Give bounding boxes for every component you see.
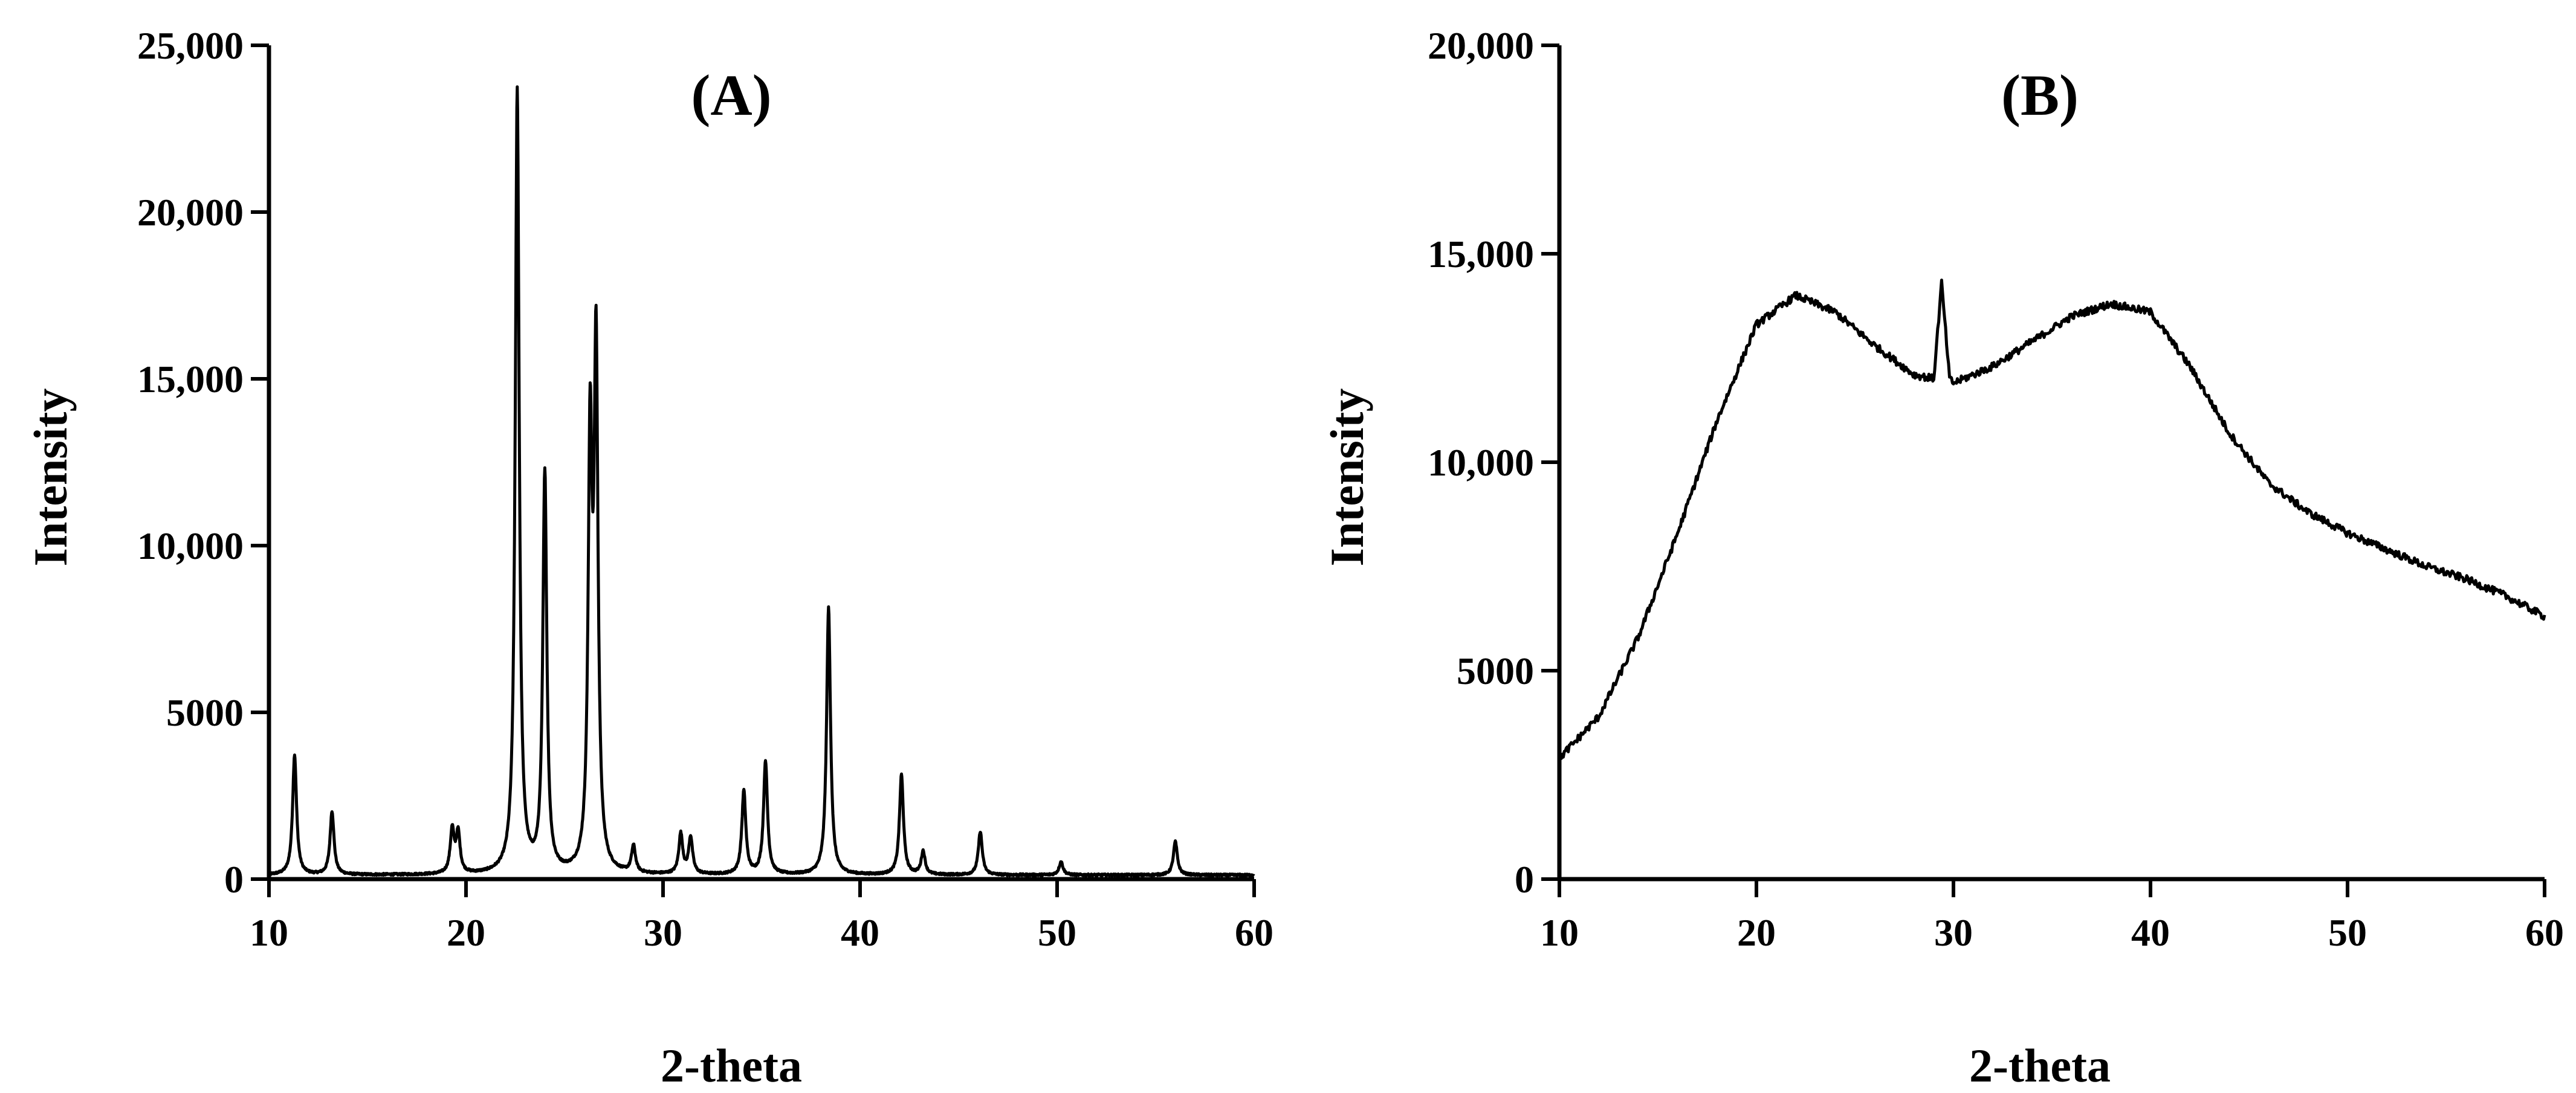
panel-a-chart: (A) 0 5000 10,000 15,000 20,000 25,000 10 20 30… [24,24,1273,1092]
panel-b-x-axis-label: 2-theta [1969,1039,2111,1092]
panel-b-y-ticks: 0 5000 10,000 15,000 20,000 [1428,24,1559,901]
panel-b-series-line [1558,279,2546,760]
x-tick-label: 30 [1934,911,1973,954]
panel-a-y-ticks: 0 5000 10,000 15,000 20,000 25,000 [137,24,269,901]
x-tick-label: 30 [644,911,682,954]
y-tick-label: 0 [1515,858,1534,901]
y-tick-label: 15,000 [137,358,244,401]
x-tick-label: 10 [250,911,288,954]
y-tick-label: 15,000 [1428,233,1534,276]
panel-b-x-ticks: 10 20 30 40 50 60 [1540,879,2564,954]
y-tick-label: 25,000 [137,24,244,67]
x-tick-label: 20 [1737,911,1776,954]
panel-a-title: (A) [691,63,771,127]
panel-b-y-axis-label: Intensity [1321,389,1373,567]
x-tick-label: 50 [1038,911,1076,954]
x-tick-label: 50 [2328,911,2367,954]
y-tick-label: 20,000 [137,191,244,234]
x-tick-label: 40 [2131,911,2170,954]
panel-a-series-line [267,85,1255,878]
x-tick-label: 40 [841,911,879,954]
x-tick-label: 60 [2525,911,2564,954]
y-tick-label: 10,000 [137,524,244,567]
x-tick-label: 20 [447,911,485,954]
y-tick-label: 5000 [166,691,244,734]
panel-a-x-ticks: 10 20 30 40 50 60 [250,879,1273,954]
panel-a-y-axis-label: Intensity [24,389,77,567]
y-tick-label: 20,000 [1428,24,1534,67]
panel-b-chart: (B) 0 5000 10,000 15,000 20,000 10 20 30 40 50 60… [1321,24,2564,1092]
y-tick-label: 10,000 [1428,441,1534,484]
x-tick-label: 60 [1235,911,1273,954]
y-tick-label: 5000 [1457,650,1534,692]
panel-b-title: (B) [2001,63,2079,127]
x-tick-label: 10 [1540,911,1579,954]
y-tick-label: 0 [224,858,244,901]
panel-a-x-axis-label: 2-theta [661,1039,802,1092]
